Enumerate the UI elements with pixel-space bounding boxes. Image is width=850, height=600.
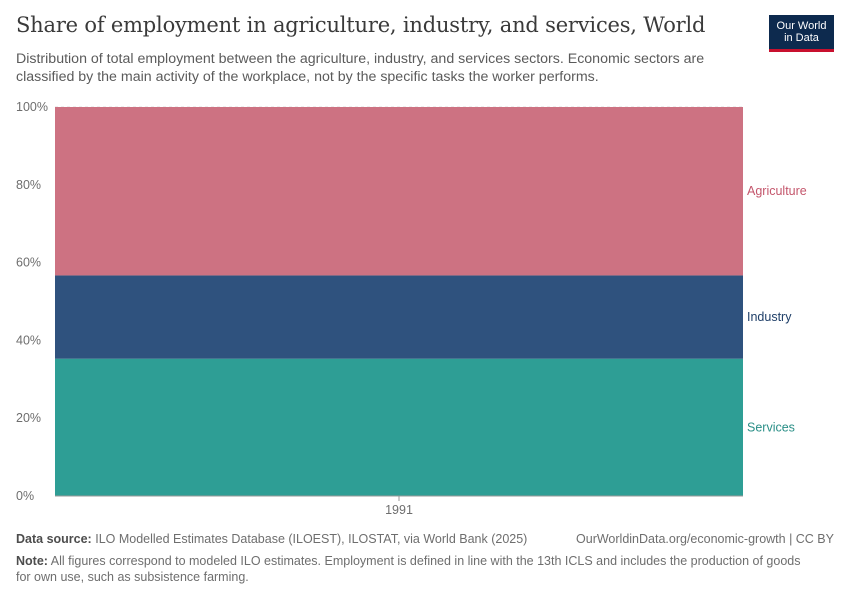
- area-agriculture[interactable]: [55, 107, 743, 276]
- y-tick-label: 80%: [16, 178, 41, 192]
- data-source-label: Data source:: [16, 532, 92, 546]
- area-services[interactable]: [55, 358, 743, 496]
- chart-title: Share of employment in agriculture, indu…: [16, 13, 706, 37]
- owid-logo[interactable]: Our World in Data: [769, 15, 834, 52]
- y-tick-label: 20%: [16, 411, 41, 425]
- logo-line-2: in Data: [784, 32, 819, 44]
- data-source: Data source: ILO Modelled Estimates Data…: [16, 532, 527, 546]
- y-tick-label: 40%: [16, 333, 41, 347]
- x-tick-label: 1991: [385, 503, 413, 517]
- logo-line-1: Our World: [776, 20, 827, 32]
- y-tick-label: 100%: [16, 100, 48, 114]
- y-tick-label: 0%: [16, 489, 34, 503]
- series-areas: [55, 107, 743, 496]
- x-axis-ticks: 1991: [55, 495, 743, 517]
- data-source-text[interactable]: ILO Modelled Estimates Database (ILOEST)…: [95, 532, 528, 546]
- footer-url[interactable]: OurWorldinData.org/economic-growth | CC …: [576, 532, 834, 546]
- chart-subtitle: Distribution of total employment between…: [16, 51, 705, 85]
- note-label: Note:: [16, 554, 48, 568]
- area-industry[interactable]: [55, 275, 743, 359]
- y-tick-label: 60%: [16, 256, 41, 270]
- y-axis-ticks: 0% 20% 40% 60% 80% 100%: [16, 100, 48, 503]
- series-labels: Services Industry Agriculture: [747, 184, 807, 434]
- note-text: All figures correspond to modeled ILO es…: [16, 554, 801, 584]
- series-label-agriculture: Agriculture: [747, 184, 807, 198]
- series-label-industry: Industry: [747, 310, 792, 324]
- series-label-services: Services: [747, 420, 795, 434]
- chart-note: Note: All figures correspond to modeled …: [16, 553, 806, 585]
